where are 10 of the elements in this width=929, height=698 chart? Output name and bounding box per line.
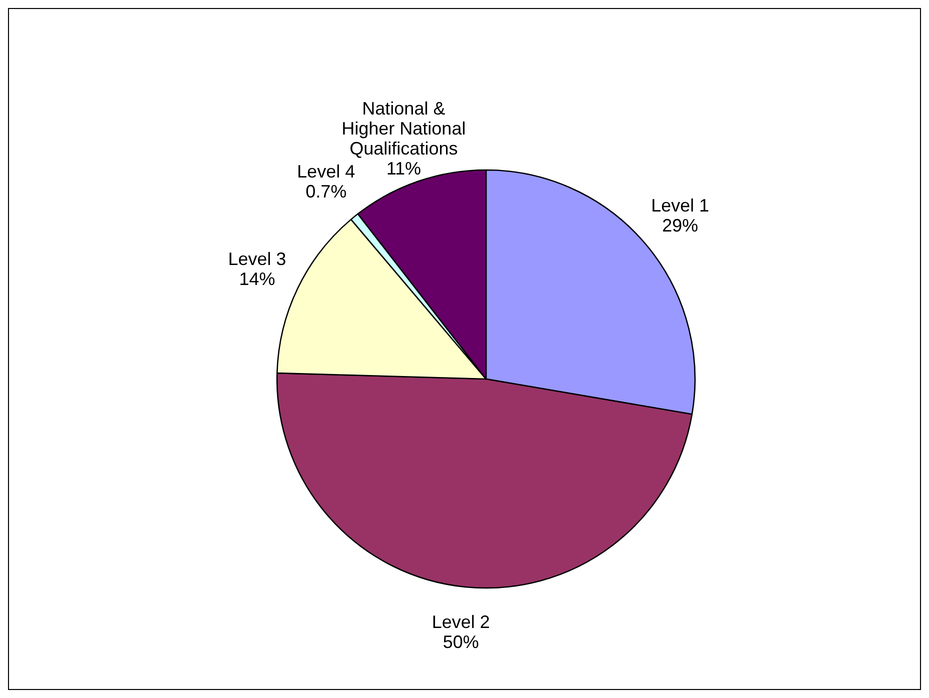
data-label: 14% [239,268,276,289]
data-label: 29% [662,215,698,236]
slice-label: National & Higher National Qualifications [342,98,466,159]
data-label: 0.7% [306,182,347,202]
data-label: 11% [386,158,422,179]
slice-label: Level 2 [432,612,490,632]
slice-label: Level 3 [228,248,286,269]
slice-label: Level 4 [297,162,356,182]
data-label: 50% [442,632,479,652]
slice-label: Level 1 [651,195,710,216]
